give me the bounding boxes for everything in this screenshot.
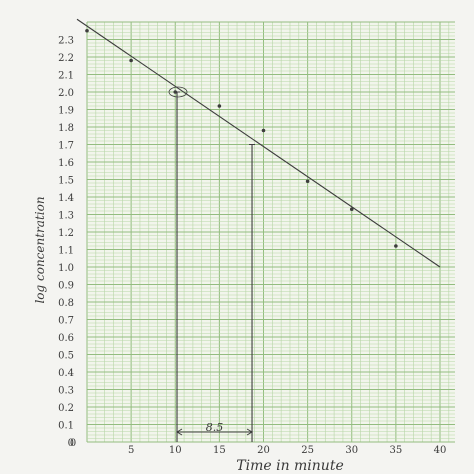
y-tick-label: 1.6 [58, 158, 74, 169]
y-tick-label: 0.1 [58, 421, 74, 432]
y-tick-label: 0.5 [58, 351, 74, 362]
y-tick-label: 1.8 [58, 123, 74, 134]
data-point [305, 179, 310, 184]
y-tick-label: 0 [68, 438, 74, 449]
x-tick-label: 10 [169, 445, 182, 456]
x-tick-label: 35 [390, 445, 403, 456]
data-point [173, 90, 178, 94]
x-tick-label: 25 [301, 445, 314, 456]
span-arrowhead-left [176, 428, 183, 436]
span-arrowhead-right [246, 428, 253, 436]
y-tick-label: 2.1 [58, 71, 74, 82]
best-fit-line [76, 18, 441, 268]
x-tick-label: 15 [213, 445, 226, 456]
y-tick-label: 0.7 [58, 316, 74, 327]
data-points [85, 28, 398, 248]
annotation-lines: 8.5 [76, 18, 441, 442]
highlight-ellipse [168, 86, 188, 98]
x-axis-label: Time in minute [236, 458, 343, 474]
y-tick-label: 1.0 [58, 263, 74, 274]
y-tick-label: 0.9 [58, 281, 74, 292]
y-tick-label: 1.2 [58, 228, 74, 239]
graph-paper-grid [86, 21, 455, 443]
half-life-label: 8.5 [206, 421, 224, 434]
data-point [217, 104, 222, 108]
y-axis-label: log concentration [33, 196, 47, 303]
y-tick-label: 1.9 [58, 106, 74, 117]
y-tick-label: 1.4 [58, 193, 74, 204]
x-tick-label: 40 [434, 445, 447, 456]
y-tick-label: 1.5 [58, 176, 74, 187]
x-tick-label: 5 [128, 445, 134, 456]
y-tick-label: 2.3 [58, 36, 74, 47]
data-point [349, 207, 354, 212]
y-tick-label: 0.4 [58, 368, 74, 379]
data-point [261, 128, 266, 133]
data-point [394, 244, 398, 248]
y-tick-label: 0.3 [58, 386, 74, 397]
y-tick-label: 1.3 [58, 211, 74, 222]
x-tick-label: 0 [70, 438, 76, 449]
y-tick-label: 2.2 [58, 53, 74, 64]
y-tick-label: 1.1 [58, 246, 74, 257]
data-point [85, 28, 89, 33]
y-tick-label: 0.2 [58, 403, 74, 414]
y-tick-label: 0.6 [58, 333, 74, 344]
y-tick-label: 0.8 [58, 298, 74, 309]
y-tick-label: 1.7 [58, 141, 74, 152]
tick-labels: 0 0.1 0.2 0.3 0.4 0.5 0.6 0.7 0.8 0.9 1.0 1.1 1.2 1.3… [58, 36, 446, 457]
data-point [129, 58, 133, 63]
y-tick-label: 2.0 [58, 88, 74, 99]
x-tick-label: 30 [345, 445, 358, 456]
x-tick-label: 20 [257, 445, 270, 456]
